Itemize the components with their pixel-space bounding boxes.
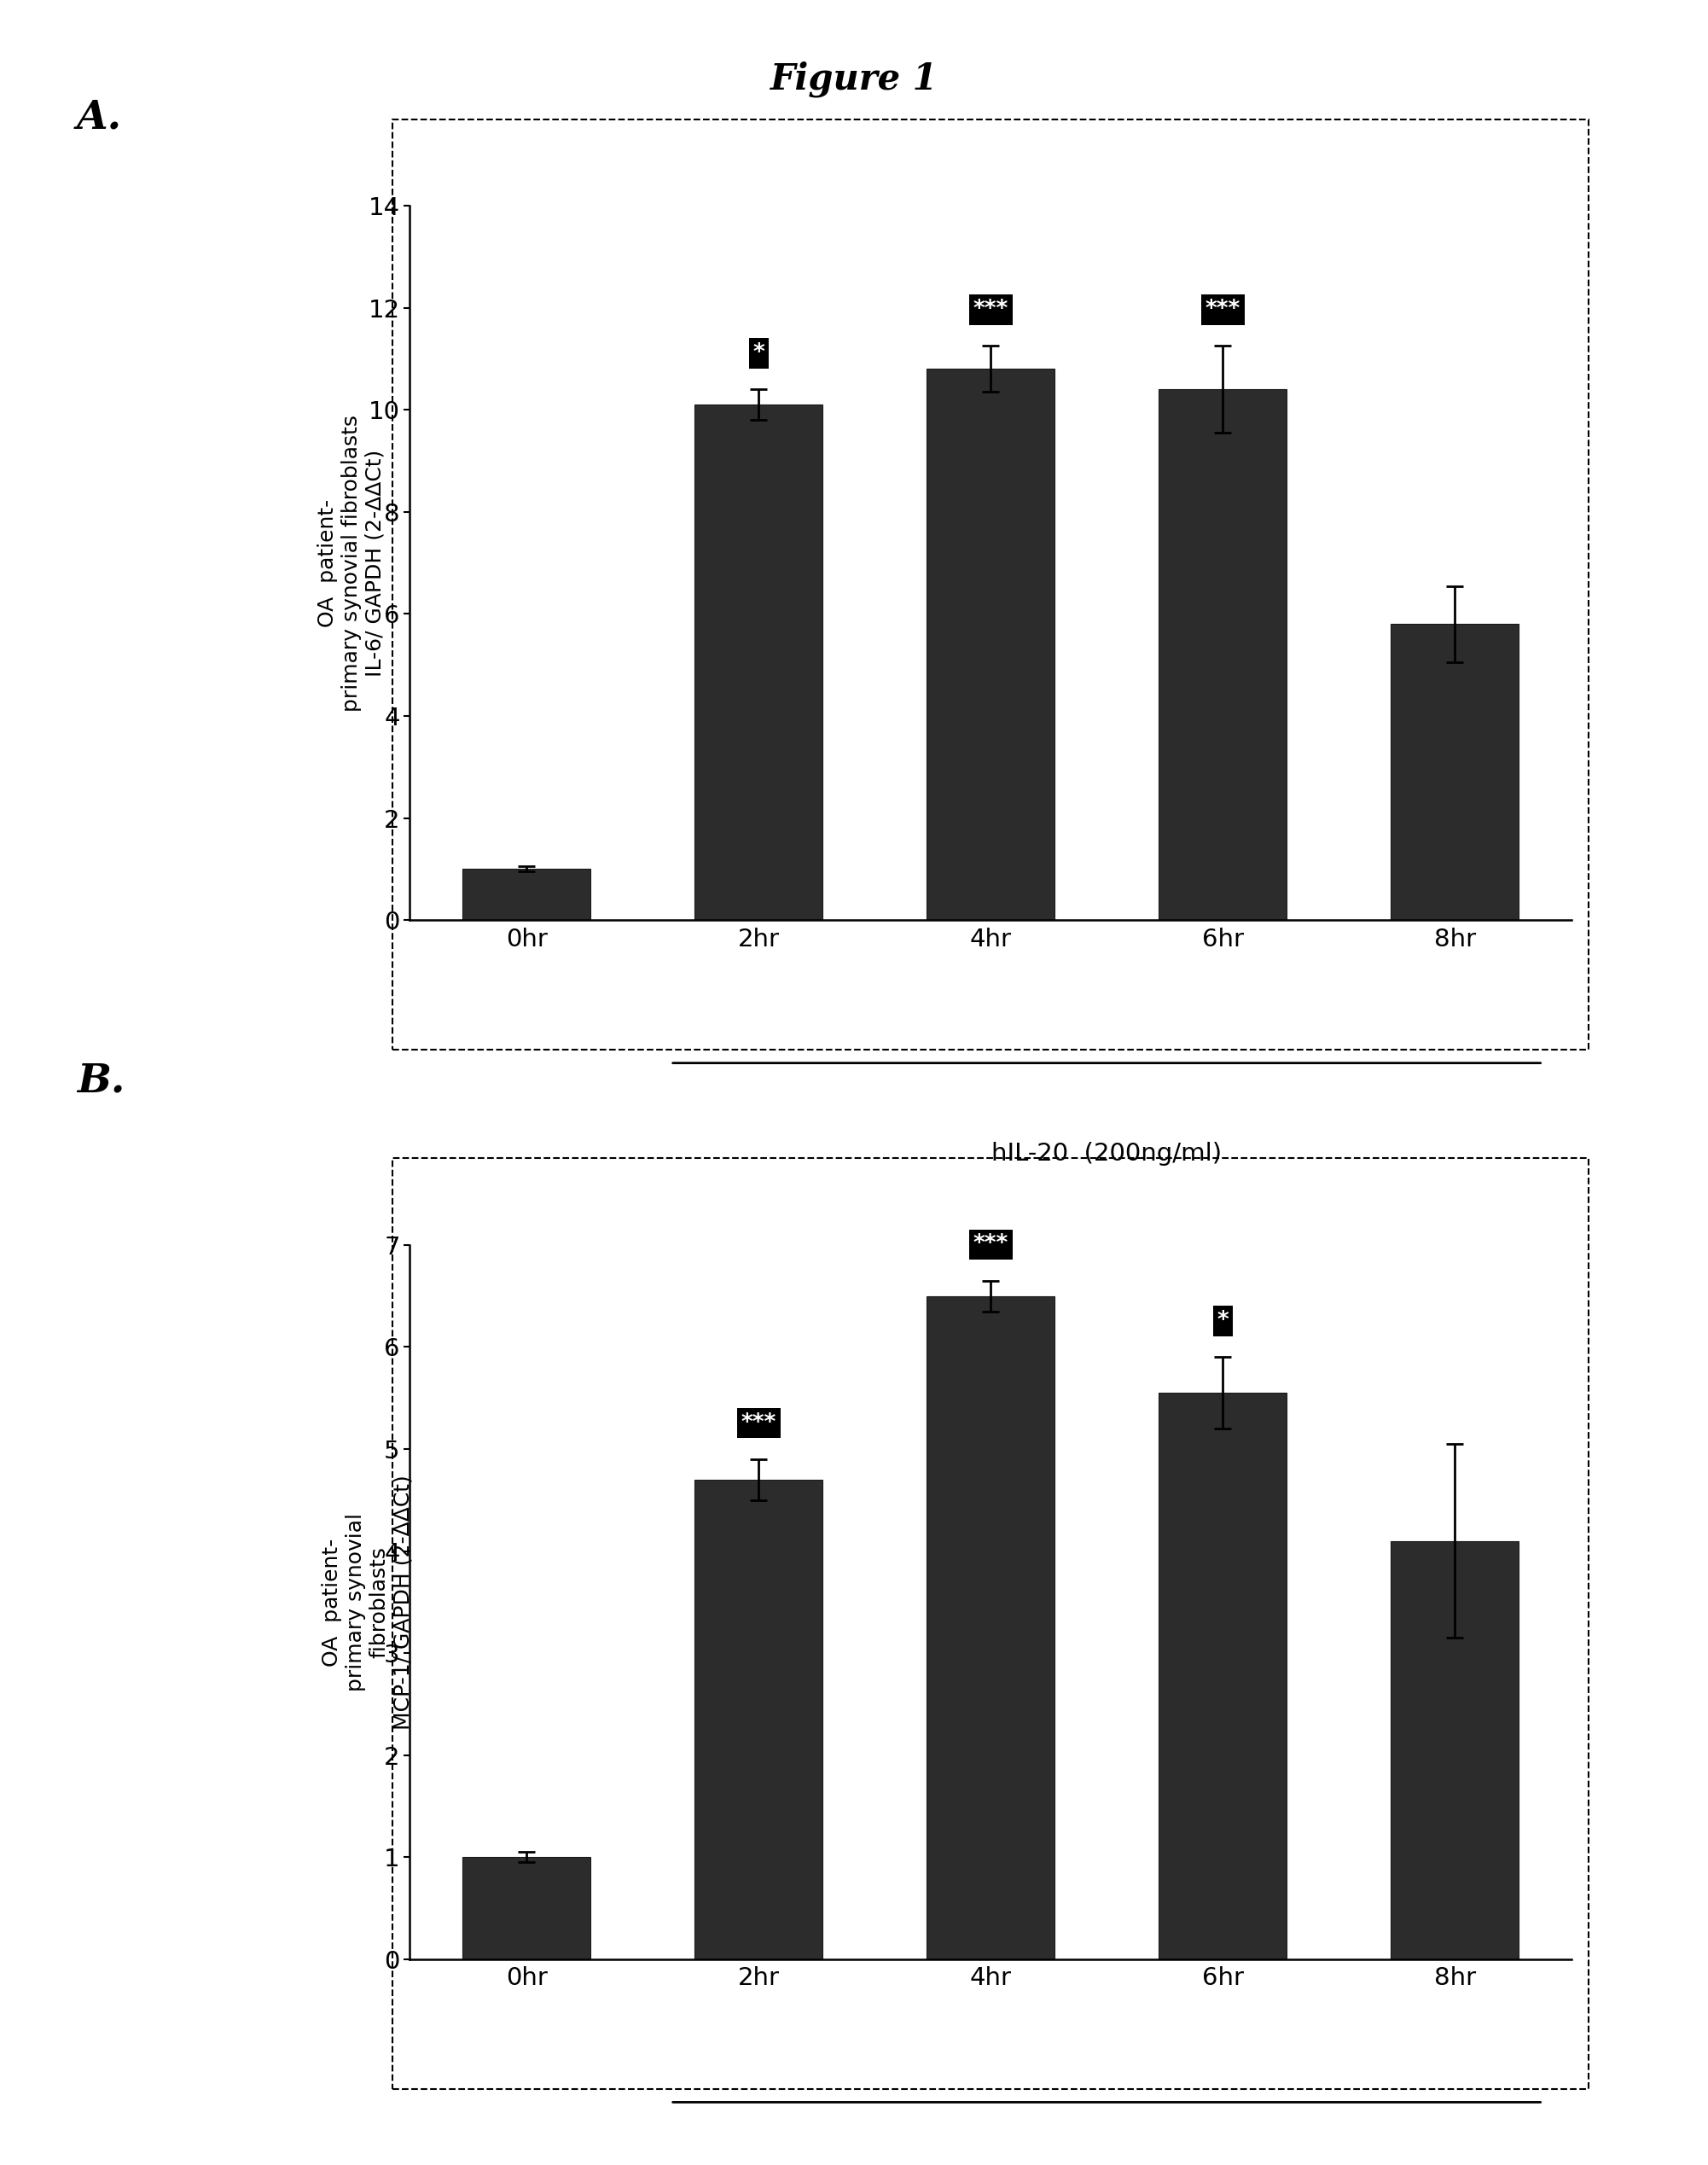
Text: ***: *** (974, 299, 1008, 320)
Bar (463, 868, 591, 920)
Bar (1160, 1392, 1286, 1959)
Bar (463, 1858, 591, 1959)
Text: *: * (753, 342, 765, 364)
Text: *: * (1216, 1310, 1228, 1331)
Text: ***: *** (741, 1412, 775, 1433)
Bar (927, 368, 1054, 920)
Text: B.: B. (77, 1061, 125, 1100)
Text: hIL-20  (200ng/ml): hIL-20 (200ng/ml) (991, 1141, 1221, 1165)
Bar (695, 405, 822, 920)
Y-axis label: OA  patient-
primary synovial
fibroblasts
MCP-1/ GAPDH (2-ΔΔCt): OA patient- primary synovial fibroblasts… (321, 1474, 413, 1730)
Bar (1390, 624, 1518, 920)
Text: ***: *** (974, 1234, 1008, 1256)
Text: Figure 1: Figure 1 (770, 61, 938, 97)
Bar (1160, 390, 1286, 920)
Text: A.: A. (77, 97, 123, 136)
Y-axis label: OA  patient-
primary synovial fibroblasts
IL-6/ GAPDH (2-ΔΔCt): OA patient- primary synovial fibroblasts… (318, 414, 386, 712)
Bar (927, 1297, 1054, 1959)
Text: ***: *** (1206, 299, 1240, 320)
Bar (695, 1479, 822, 1959)
Bar (1390, 1541, 1518, 1959)
